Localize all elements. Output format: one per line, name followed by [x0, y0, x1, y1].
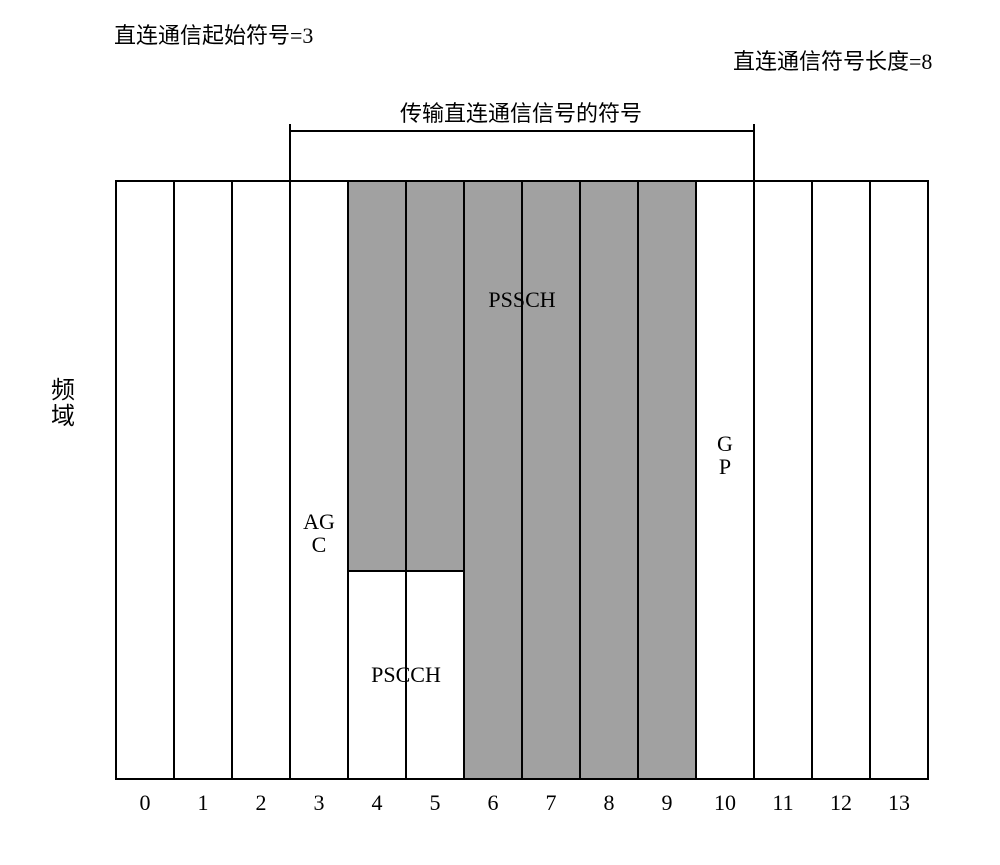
symbol-col-0: [115, 180, 175, 780]
start-symbol-label: 直连通信起始符号=3: [114, 18, 313, 50]
pssch-fill-col-7: [523, 182, 579, 778]
grid-vline-7: [521, 180, 523, 780]
transmit-symbols-label: 传输直连通信信号的符号: [289, 96, 753, 128]
symbol-col-1: [173, 180, 233, 780]
grid-vline-12: [811, 180, 813, 780]
x-tick-6: 6: [463, 790, 523, 816]
grid-vline-13: [869, 180, 871, 780]
x-tick-11: 11: [753, 790, 813, 816]
x-tick-0: 0: [115, 790, 175, 816]
agc-label: AG C: [293, 510, 345, 556]
x-tick-7: 7: [521, 790, 581, 816]
x-tick-2: 2: [231, 790, 291, 816]
x-tick-13: 13: [869, 790, 929, 816]
x-tick-5: 5: [405, 790, 465, 816]
pscch-label: PSCCH: [347, 663, 465, 686]
pssch-fill-col-6: [465, 182, 521, 778]
y-axis-line1: 频: [48, 378, 78, 404]
x-tick-1: 1: [173, 790, 233, 816]
symbol-length-label: 直连通信符号长度=8: [733, 44, 932, 76]
pssch-fill-col-5: [407, 182, 463, 570]
symbol-col-12: [811, 180, 871, 780]
pssch-fill-col-9: [639, 182, 695, 778]
grid-vline-0: [115, 180, 117, 780]
symbol-col-3: [289, 180, 349, 780]
grid-vline-9: [637, 180, 639, 780]
y-axis-label: 频域: [48, 378, 78, 431]
pssch-fill-col-4: [349, 182, 405, 570]
symbol-col-10: [695, 180, 755, 780]
symbol-col-13: [869, 180, 929, 780]
pssch-fill-col-8: [581, 182, 637, 778]
x-tick-10: 10: [695, 790, 755, 816]
x-tick-9: 9: [637, 790, 697, 816]
x-tick-12: 12: [811, 790, 871, 816]
bracket-tick-left: [289, 130, 291, 180]
grid-vline-1: [173, 180, 175, 780]
x-tick-8: 8: [579, 790, 639, 816]
grid-vline-3: [289, 180, 291, 780]
bracket-tick-right: [753, 130, 755, 180]
y-axis-line2: 域: [48, 404, 78, 430]
grid-vline-11: [753, 180, 755, 780]
bracket-cap-right: [753, 124, 755, 130]
grid-vline-2: [231, 180, 233, 780]
grid-vline-14: [927, 180, 929, 780]
symbol-col-2: [231, 180, 291, 780]
x-tick-3: 3: [289, 790, 349, 816]
grid-vline-10: [695, 180, 697, 780]
grid-vline-8: [579, 180, 581, 780]
gp-label: G P: [699, 432, 751, 478]
pssch-label: PSSCH: [347, 288, 697, 311]
bracket-cap-left: [289, 124, 291, 130]
symbol-col-11: [753, 180, 813, 780]
x-tick-4: 4: [347, 790, 407, 816]
bracket-hline: [289, 130, 753, 132]
